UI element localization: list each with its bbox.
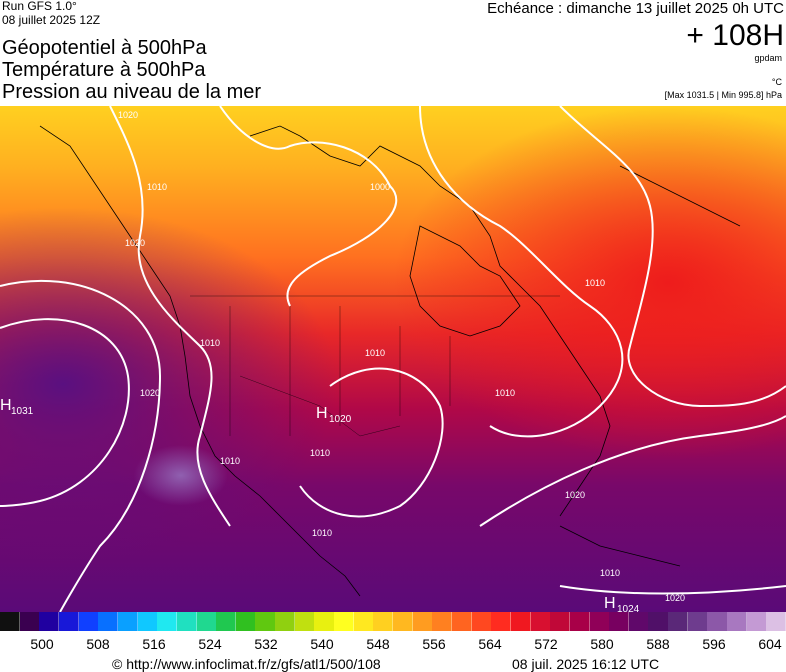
colorbar-swatch [117, 612, 139, 631]
source-url[interactable]: © http://www.infoclimat.fr/z/gfs/atl1/50… [112, 656, 381, 672]
isobar-label: 1010 [365, 348, 385, 358]
generated-timestamp: 08 juil. 2025 16:12 UTC [512, 656, 660, 672]
run-label: Run GFS 1.0° [2, 0, 77, 13]
isobar-label: 1020 [118, 110, 138, 120]
colorbar-swatch [255, 612, 276, 631]
colorbar-swatch [491, 612, 512, 631]
isobars [0, 106, 786, 612]
colorbar [0, 612, 786, 632]
colorbar-tick-label: 548 [366, 636, 390, 652]
isobar-label: 1010 [585, 278, 605, 288]
colorbar-swatch [727, 612, 748, 631]
colorbar-swatch [530, 612, 551, 631]
isobar-label: 1010 [147, 182, 167, 192]
colorbar-swatch [687, 612, 708, 631]
high-center-value: 1031 [11, 406, 34, 417]
colorbar-swatch [78, 612, 99, 631]
forecast-map: 1000 1010 1010 1010 1010 1010 1010 1010 … [0, 106, 786, 612]
colorbar-swatch [157, 612, 178, 631]
unit-gpdam: gpdam [754, 53, 782, 63]
isobar-label: 1010 [220, 456, 240, 466]
colorbar-swatch [373, 612, 394, 631]
colorbar-swatch [19, 612, 40, 631]
colorbar-swatch [628, 612, 649, 631]
colorbar-tick-label: 508 [86, 636, 110, 652]
high-center-value: 1024 [617, 604, 640, 612]
colorbar-swatch [609, 612, 630, 631]
colorbar-tick-label: 524 [198, 636, 222, 652]
colorbar-swatch [707, 612, 728, 631]
colorbar-tick-label: 580 [590, 636, 614, 652]
run-date: 08 juillet 2025 12Z [2, 13, 101, 27]
isobar-label: 1010 [200, 338, 220, 348]
isobar-label: 1020 [140, 388, 160, 398]
isobar-label: 1020 [125, 238, 145, 248]
colorbar-swatch [334, 612, 355, 631]
isobar-label: 1010 [495, 388, 515, 398]
isobar-label: 1000 [370, 182, 390, 192]
colorbar-swatch [235, 612, 256, 631]
colorbar-swatch [353, 612, 374, 631]
colorbar-swatch [275, 612, 296, 631]
colorbar-swatch [746, 612, 767, 631]
forecast-hour: + 108H [686, 19, 784, 52]
high-center-symbol: H [604, 595, 616, 612]
colorbar-swatch [196, 612, 217, 631]
colorbar-tick-label: 572 [534, 636, 558, 652]
pressure-minmax: [Max 1031.5 | Min 995.8] hPa [664, 90, 782, 100]
colorbar-tick-label: 556 [422, 636, 446, 652]
coastlines [39, 125, 741, 597]
isobar-labels: 1000 1010 1010 1010 1010 1010 1010 1010 … [118, 110, 685, 603]
colorbar-swatch [510, 612, 532, 631]
colorbar-swatch [648, 612, 669, 631]
colorbar-swatch [137, 612, 158, 631]
isobar-label: 1010 [312, 528, 332, 538]
colorbar-swatch [393, 612, 414, 631]
colorbar-swatch [766, 612, 786, 631]
colorbar-swatch [432, 612, 453, 631]
colorbar-tick-label: 532 [254, 636, 278, 652]
borders [190, 295, 560, 437]
colorbar-tick-label: 564 [478, 636, 502, 652]
pressure-centers: H 1031 H 1020 H 1024 [0, 397, 640, 612]
colorbar-tick-label: 604 [758, 636, 782, 652]
colorbar-swatch [589, 612, 610, 631]
isobar-label: 1020 [665, 593, 685, 603]
title-geopotential: Géopotentiel à 500hPa [2, 37, 207, 59]
unit-celsius: °C [771, 77, 782, 87]
high-center-value: 1020 [329, 414, 352, 425]
title-temperature: Température à 500hPa [2, 59, 206, 81]
colorbar-swatch [412, 612, 433, 631]
colorbar-swatch [668, 612, 689, 631]
colorbar-swatch [294, 612, 315, 631]
colorbar-tick-label: 596 [702, 636, 726, 652]
high-center-symbol: H [0, 397, 12, 414]
colorbar-swatch [569, 612, 590, 631]
colorbar-tick-label: 540 [310, 636, 334, 652]
colorbar-swatch [39, 612, 60, 631]
colorbar-swatch [451, 612, 473, 631]
colorbar-swatch [58, 612, 80, 631]
colorbar-swatch [216, 612, 237, 631]
colorbar-tick-label: 500 [30, 636, 54, 652]
colorbar-swatch [471, 612, 492, 631]
colorbar-tick-label: 516 [142, 636, 166, 652]
title-pressure: Pression au niveau de la mer [2, 81, 262, 103]
colorbar-swatch [98, 612, 119, 631]
colorbar-swatch [0, 612, 21, 631]
colorbar-swatch [176, 612, 197, 631]
colorbar-swatch [550, 612, 571, 631]
isobar-label: 1010 [600, 568, 620, 578]
high-center-symbol: H [316, 405, 328, 422]
echeance-label: Echéance : dimanche 13 juillet 2025 0h U… [487, 0, 784, 17]
colorbar-swatch [314, 612, 335, 631]
isobar-label: 1020 [565, 490, 585, 500]
isobar-label: 1010 [310, 448, 330, 458]
colorbar-tick-label: 588 [646, 636, 670, 652]
